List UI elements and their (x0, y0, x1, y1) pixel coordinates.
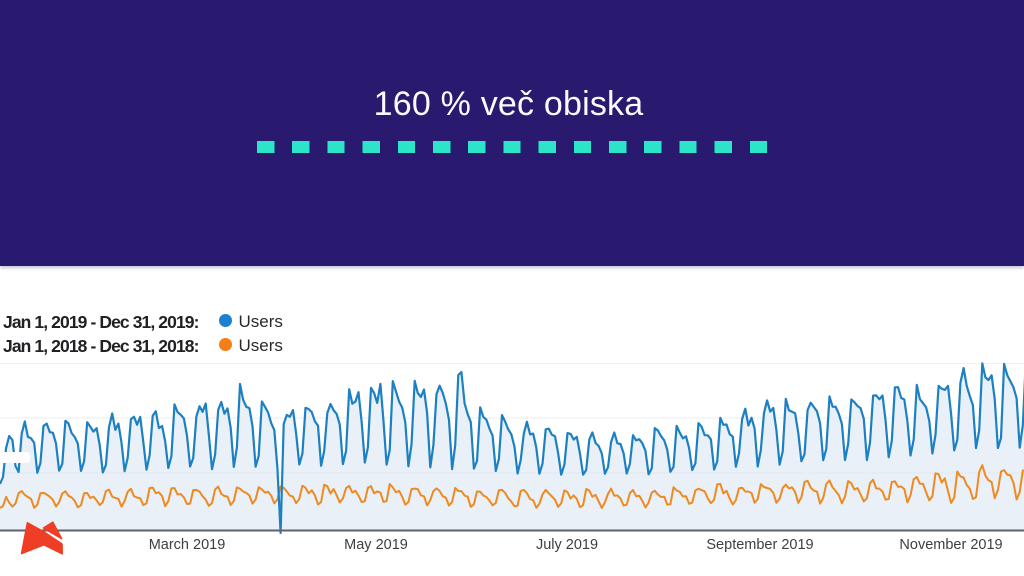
svg-text:July 2019: July 2019 (536, 537, 598, 553)
svg-text:May 2019: May 2019 (344, 537, 408, 553)
svg-text:September 2019: September 2019 (706, 537, 813, 553)
svg-text:November 2019: November 2019 (899, 537, 1002, 553)
svg-text:March 2019: March 2019 (149, 537, 226, 553)
